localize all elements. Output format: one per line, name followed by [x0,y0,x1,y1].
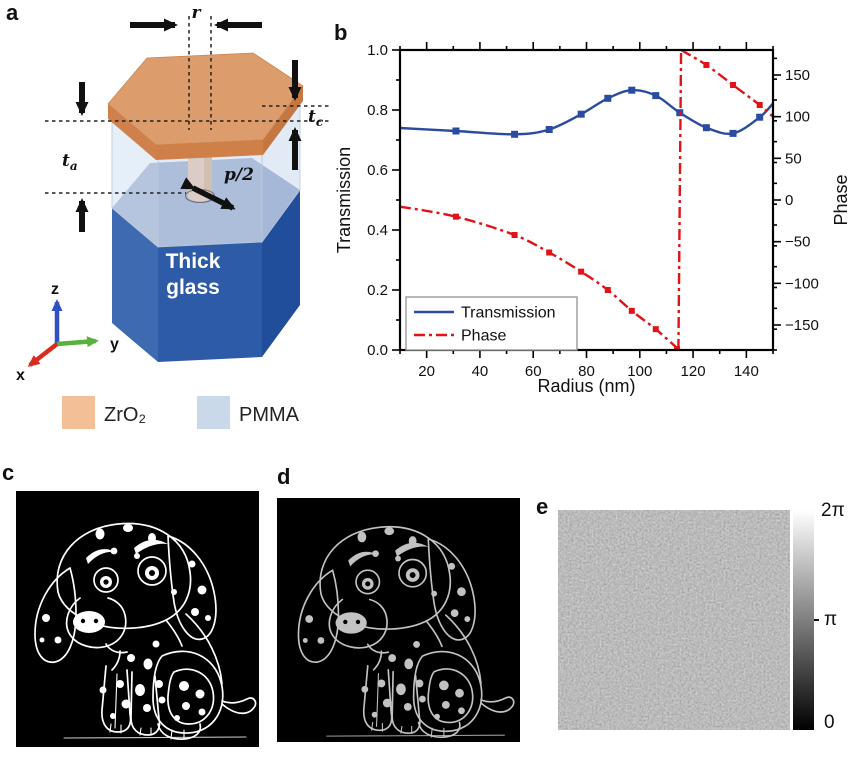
svg-text:80: 80 [578,363,595,380]
svg-text:Phase: Phase [461,328,506,345]
svg-text:60: 60 [525,363,542,380]
svg-text:0: 0 [785,192,793,209]
svg-text:Transmission: Transmission [461,305,556,322]
colorbar-max-label: 2π [821,500,845,521]
svg-text:−100: −100 [785,275,819,292]
svg-text:Radius (nm): Radius (nm) [537,376,635,396]
x-axis-label: x [16,367,25,384]
substrate-label-line2: glass [166,276,220,299]
svg-text:50: 50 [785,150,802,167]
cap-thickness-label: tc [308,107,324,129]
panel-c-label: c [2,460,15,485]
half-period-arrow [180,177,236,211]
chart-legend: Transmission Phase [405,296,578,351]
svg-text:−50: −50 [785,234,810,251]
svg-text:0.8: 0.8 [367,102,388,119]
svg-text:0.4: 0.4 [367,222,388,239]
svg-text:Phase: Phase [831,174,851,225]
svg-text:0.2: 0.2 [367,282,388,299]
radius-label: r [192,3,202,23]
target-image-panel [16,491,259,747]
svg-text:120: 120 [681,363,706,380]
x-axis-arrow [27,342,59,367]
unit-cell-diagram: r tc ta p/2 Thick glass z y x ZrO₂ [16,3,330,429]
phase-map-image [558,510,790,730]
dalmatian-reconstructed-image [277,498,520,742]
y-axis-arrow [56,336,99,348]
svg-text:0.0: 0.0 [367,342,388,359]
panel-d-label: d [277,464,291,489]
colorbar-min-label: 0 [824,712,835,733]
svg-text:−150: −150 [785,317,819,334]
zro2-swatch [62,396,95,429]
colorbar-pi-tick [814,619,819,621]
dalmatian-target-image [16,491,259,747]
panel-e-label: e [536,494,549,519]
panel-b-label: b [334,20,348,45]
y-axis-label: y [110,336,119,353]
z-axis-label: z [51,281,59,298]
transmission-phase-chart: 20 40 60 80 100 120 140 0.0 0.2 0.4 0.6 0.8 1.0 −150 −… [334,42,851,396]
svg-text:Transmission: Transmission [334,147,354,253]
pmma-label: PMMA [239,404,300,426]
panel-a-label: a [6,0,19,25]
half-period-label: p/2 [224,165,254,185]
plot-frame [398,48,775,352]
chart-series [400,50,773,350]
svg-text:1.0: 1.0 [367,42,388,59]
colorbar-mid-label: π [824,609,838,630]
substrate-label-line1: Thick [166,250,221,273]
pmma-thickness-label: ta [62,151,78,173]
svg-text:20: 20 [418,363,435,380]
pmma-swatch [197,396,230,429]
phase-colorbar [793,510,814,730]
svg-text:150: 150 [785,67,810,84]
svg-text:140: 140 [734,363,759,380]
svg-text:100: 100 [627,363,652,380]
zro2-label: ZrO₂ [104,404,146,426]
svg-text:0.6: 0.6 [367,162,388,179]
dashed-guides [45,16,330,194]
coordinate-triad [27,299,99,367]
svg-text:100: 100 [785,109,810,126]
svg-text:40: 40 [472,363,489,380]
reconstructed-image-panel [277,498,520,742]
